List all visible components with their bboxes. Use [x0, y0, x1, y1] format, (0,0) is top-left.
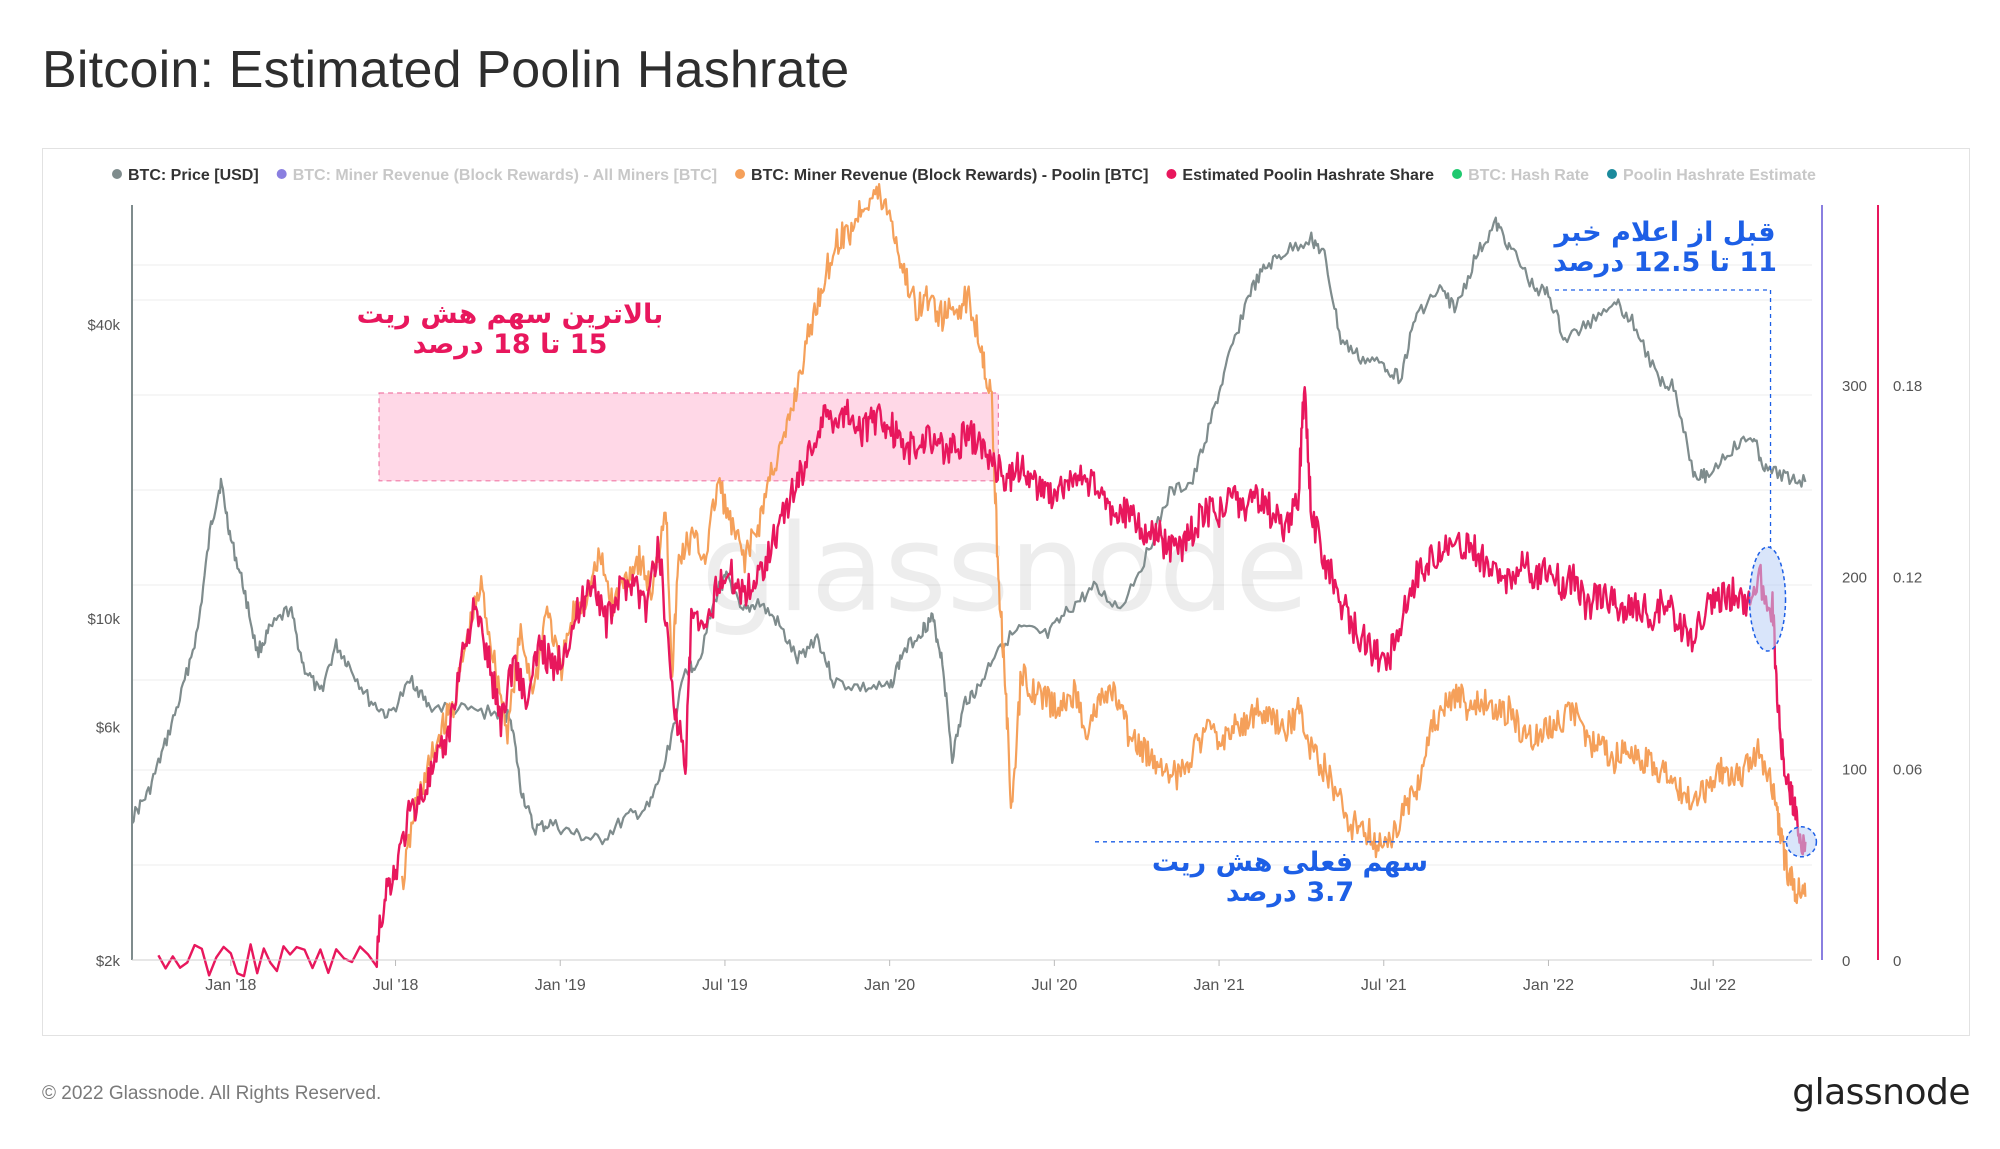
legend-label-2: BTC: Miner Revenue (Block Rewards) - Poo… — [751, 167, 1148, 184]
x-tick-label-9: Jul '22 — [1690, 977, 1736, 994]
x-tick-label-3: Jul '19 — [702, 977, 748, 994]
x-tick-label-8: Jan '22 — [1523, 977, 1574, 994]
legend-dot-4 — [1452, 169, 1463, 179]
revenue-tick-label-3: 300 — [1842, 378, 1867, 395]
chart-frame — [42, 148, 1970, 1036]
legend-label-5: Poolin Hashrate Estimate — [1623, 167, 1816, 184]
x-tick-label-7: Jul '21 — [1361, 977, 1407, 994]
current-share-line1: سهم فعلی هش ریت — [1151, 847, 1429, 878]
legend-label-0: BTC: Price [USD] — [128, 167, 259, 184]
peak-share-annotation: بالاترین سهم هش ریت 15 تا 18 درصد — [340, 299, 680, 361]
share-tick-label-1: 0.06 — [1893, 761, 1922, 778]
price-line — [131, 216, 1807, 846]
legend-dot-1 — [276, 169, 287, 179]
legend-dot-0 — [112, 169, 122, 179]
share-tick-label-3: 0.18 — [1893, 378, 1922, 395]
x-tick-label-1: Jul '18 — [373, 977, 419, 994]
legend-item-0[interactable]: BTC: Price [USD] — [112, 167, 259, 184]
price-tick-label-3: $40k — [87, 317, 120, 334]
copyright-text: © 2022 Glassnode. All Rights Reserved. — [42, 1083, 382, 1104]
current-share-circle — [1785, 826, 1818, 858]
current-share-line2: 3.7 درصد — [1225, 877, 1355, 909]
legend-label-1: BTC: Miner Revenue (Block Rewards) - All… — [293, 167, 717, 184]
x-tick-label-4: Jan '20 — [864, 977, 915, 994]
revenue-tick-label-1: 100 — [1842, 761, 1867, 778]
glassnode-logo[interactable]: glassnode — [1792, 1072, 1970, 1113]
share-tick-label-0: 0 — [1893, 953, 1901, 970]
before-news-line1: قبل از اعلام خبر — [1554, 217, 1776, 248]
legend-item-1[interactable]: BTC: Miner Revenue (Block Rewards) - All… — [276, 167, 717, 184]
legend-item-5[interactable]: Poolin Hashrate Estimate — [1606, 167, 1816, 184]
x-tick-label-2: Jan '19 — [535, 977, 586, 994]
before-news-ellipse — [1748, 546, 1787, 652]
before-news-annotation: قبل از اعلام خبر 11 تا 12.5 درصد — [1540, 217, 1790, 279]
peak-share-line2: 15 تا 18 درصد — [412, 329, 608, 361]
x-tick-label-6: Jan '21 — [1194, 977, 1245, 994]
share-tick-label-2: 0.12 — [1893, 570, 1922, 587]
x-tick-label-5: Jul '20 — [1031, 977, 1077, 994]
peak-share-highlight — [378, 392, 999, 482]
legend-item-4[interactable]: BTC: Hash Rate — [1452, 167, 1589, 184]
peak-share-line1: بالاترین سهم هش ریت — [356, 299, 664, 330]
current-share-annotation: سهم فعلی هش ریت 3.7 درصد — [1150, 847, 1430, 909]
price-tick-label-0: $2k — [96, 953, 121, 970]
revenue-tick-label-0: 0 — [1842, 953, 1850, 970]
x-tick-label-0: Jan '18 — [205, 977, 256, 994]
legend-label-3: Estimated Poolin Hashrate Share — [1182, 167, 1434, 184]
hashrate-share-line — [157, 386, 1807, 978]
price-tick-label-2: $10k — [87, 611, 120, 628]
before-news-line2: 11 تا 12.5 درصد — [1553, 247, 1777, 279]
legend-dot-5 — [1606, 169, 1617, 179]
legend-item-2[interactable]: BTC: Miner Revenue (Block Rewards) - Poo… — [735, 167, 1148, 184]
legend-dot-3 — [1166, 169, 1177, 179]
page-title: Bitcoin: Estimated Poolin Hashrate — [42, 41, 850, 99]
revenue-tick-label-2: 200 — [1842, 570, 1867, 587]
legend-item-3[interactable]: Estimated Poolin Hashrate Share — [1166, 167, 1434, 184]
legend-label-4: BTC: Hash Rate — [1468, 167, 1589, 184]
legend-dot-2 — [735, 169, 746, 179]
poolin-revenue-line — [401, 183, 1807, 905]
price-tick-label-1: $6k — [96, 720, 121, 737]
